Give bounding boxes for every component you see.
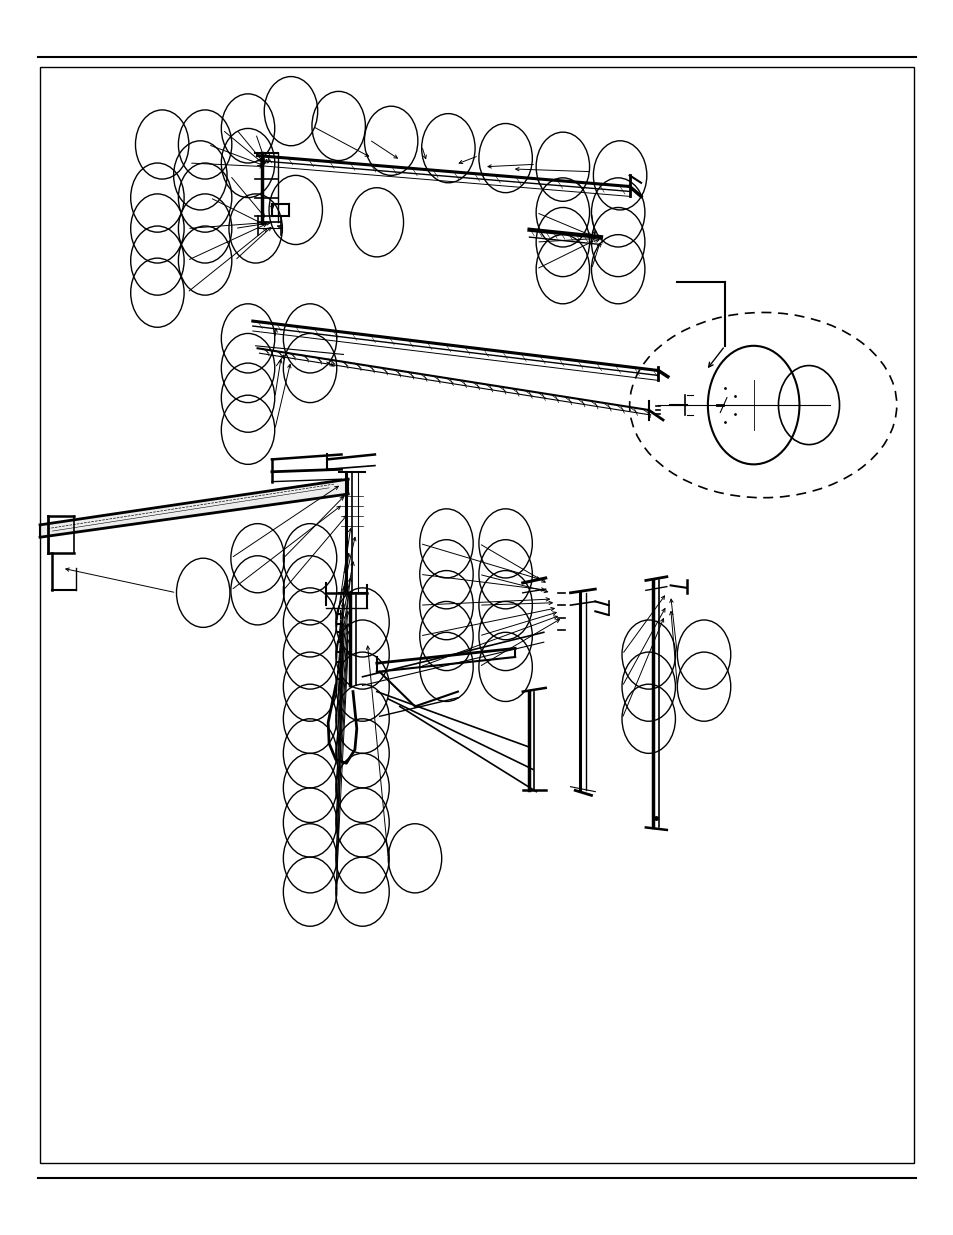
Ellipse shape — [629, 312, 896, 498]
Bar — [40, 67, 913, 1163]
